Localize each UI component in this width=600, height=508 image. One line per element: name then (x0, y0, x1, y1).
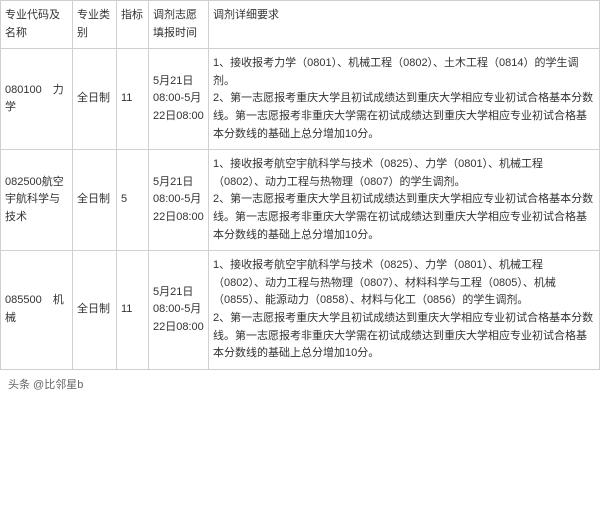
cell-type: 全日制 (73, 49, 117, 150)
header-time: 调剂志愿填报时间 (149, 1, 209, 49)
cell-time: 5月21日08:00-5月22日08:00 (149, 150, 209, 251)
table-row: 085500 机械全日制115月21日08:00-5月22日08:001、接收报… (1, 251, 600, 370)
cell-time: 5月21日08:00-5月22日08:00 (149, 49, 209, 150)
header-quota: 指标 (117, 1, 149, 49)
cell-type: 全日制 (73, 251, 117, 370)
cell-time: 5月21日08:00-5月22日08:00 (149, 251, 209, 370)
source-footer: 头条 @比邻星b (0, 370, 600, 394)
cell-quota: 11 (117, 251, 149, 370)
cell-code: 082500航空宇航科学与技术 (1, 150, 73, 251)
cell-req: 1、接收报考航空宇航科学与技术（0825）、力学（0801）、机械工程（0802… (209, 251, 600, 370)
admissions-table: 专业代码及名称 专业类别 指标 调剂志愿填报时间 调剂详细要求 080100 力… (0, 0, 600, 370)
header-req: 调剂详细要求 (209, 1, 600, 49)
header-type: 专业类别 (73, 1, 117, 49)
cell-quota: 5 (117, 150, 149, 251)
cell-type: 全日制 (73, 150, 117, 251)
cell-req: 1、接收报考航空宇航科学与技术（0825）、力学（0801）、机械工程（0802… (209, 150, 600, 251)
header-code: 专业代码及名称 (1, 1, 73, 49)
cell-quota: 11 (117, 49, 149, 150)
table-body: 080100 力学全日制115月21日08:00-5月22日08:001、接收报… (1, 49, 600, 370)
cell-code: 085500 机械 (1, 251, 73, 370)
cell-req: 1、接收报考力学（0801）、机械工程（0802）、土木工程（0814）的学生调… (209, 49, 600, 150)
table-row: 082500航空宇航科学与技术全日制55月21日08:00-5月22日08:00… (1, 150, 600, 251)
table-header-row: 专业代码及名称 专业类别 指标 调剂志愿填报时间 调剂详细要求 (1, 1, 600, 49)
table-row: 080100 力学全日制115月21日08:00-5月22日08:001、接收报… (1, 49, 600, 150)
cell-code: 080100 力学 (1, 49, 73, 150)
